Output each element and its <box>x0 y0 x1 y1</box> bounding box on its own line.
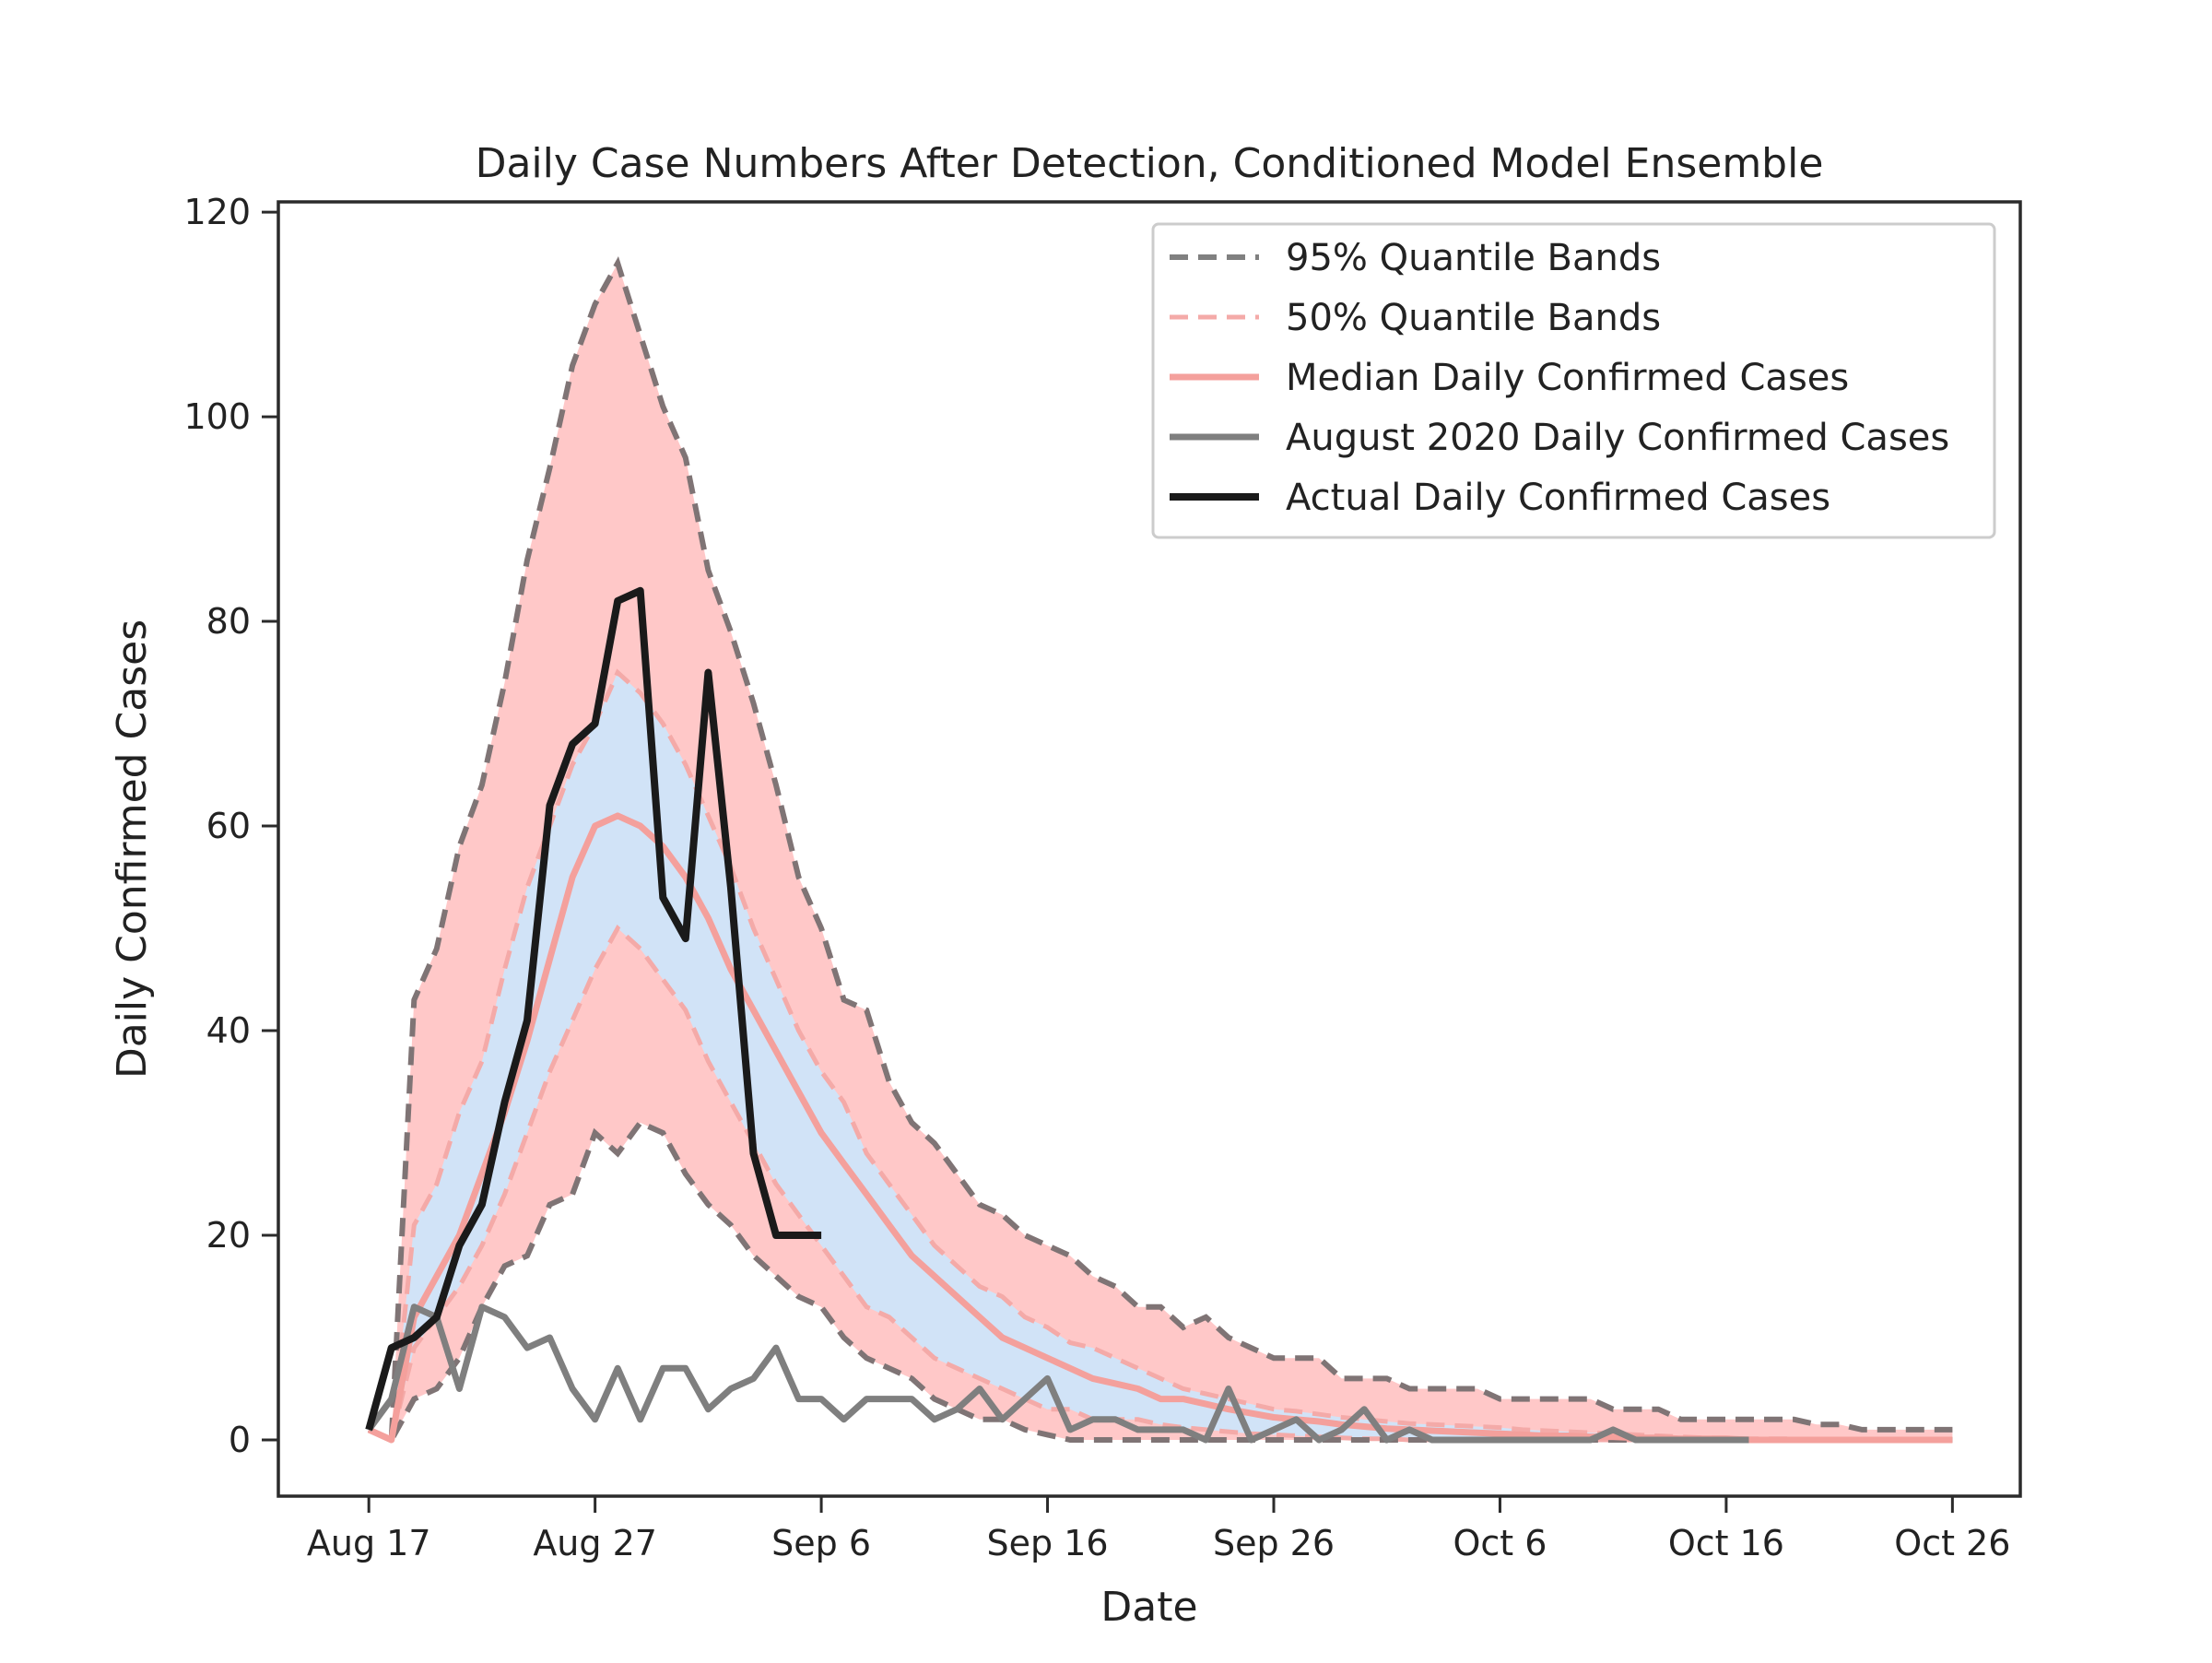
x-tick-label: Aug 27 <box>533 1523 657 1563</box>
x-axis: Aug 17 Aug 27 Sep 6 Sep 16 Sep 26 Oct 6 Oct 16… <box>307 1496 2010 1563</box>
y-tick-label: 0 <box>229 1420 251 1460</box>
y-tick-label: 100 <box>183 396 251 437</box>
legend-box <box>1151 222 1996 539</box>
legend-entry-label: 50% Quantile Bands <box>1286 297 1661 339</box>
actual-cases-line <box>365 586 822 1431</box>
x-tick-label: Oct 16 <box>1668 1523 1784 1563</box>
chart-title: Daily Case Numbers After Detection, Cond… <box>476 140 1824 187</box>
plot-frame <box>276 200 2022 1498</box>
legend-entry-label: Actual Daily Confirmed Cases <box>1286 477 1830 519</box>
y-tick-label: 120 <box>183 192 251 232</box>
legend: 95% Quantile Bands 50% Quantile Bands Medi… <box>1151 222 1996 539</box>
band-95-lower-line <box>367 1119 1953 1444</box>
legend-entry-label: 95% Quantile Bands <box>1286 237 1661 279</box>
x-axis-label: Date <box>1100 1584 1197 1631</box>
x-tick-label: Aug 17 <box>307 1523 431 1563</box>
august-2020-line <box>366 1303 1749 1444</box>
legend-entry-label: Median Daily Confirmed Cases <box>1286 357 1849 399</box>
y-tick-label: 60 <box>206 806 251 846</box>
x-tick-label: Sep 16 <box>987 1523 1109 1563</box>
y-tick-label: 20 <box>206 1215 251 1256</box>
x-tick-label: Oct 6 <box>1453 1523 1547 1563</box>
y-tick-label: 40 <box>206 1010 251 1051</box>
band-95-upper-line <box>367 256 1953 1445</box>
x-tick-label: Sep 6 <box>771 1523 871 1563</box>
x-tick-label: Oct 26 <box>1894 1523 2010 1563</box>
plot-area <box>365 256 1953 1445</box>
y-axis: 0 20 40 60 80 100 120 <box>183 192 278 1460</box>
legend-entry-label: August 2020 Daily Confirmed Cases <box>1286 417 1949 459</box>
y-axis-label: Daily Confirmed Cases <box>109 619 156 1079</box>
y-tick-label: 80 <box>206 601 251 642</box>
x-tick-label: Sep 26 <box>1213 1523 1335 1563</box>
